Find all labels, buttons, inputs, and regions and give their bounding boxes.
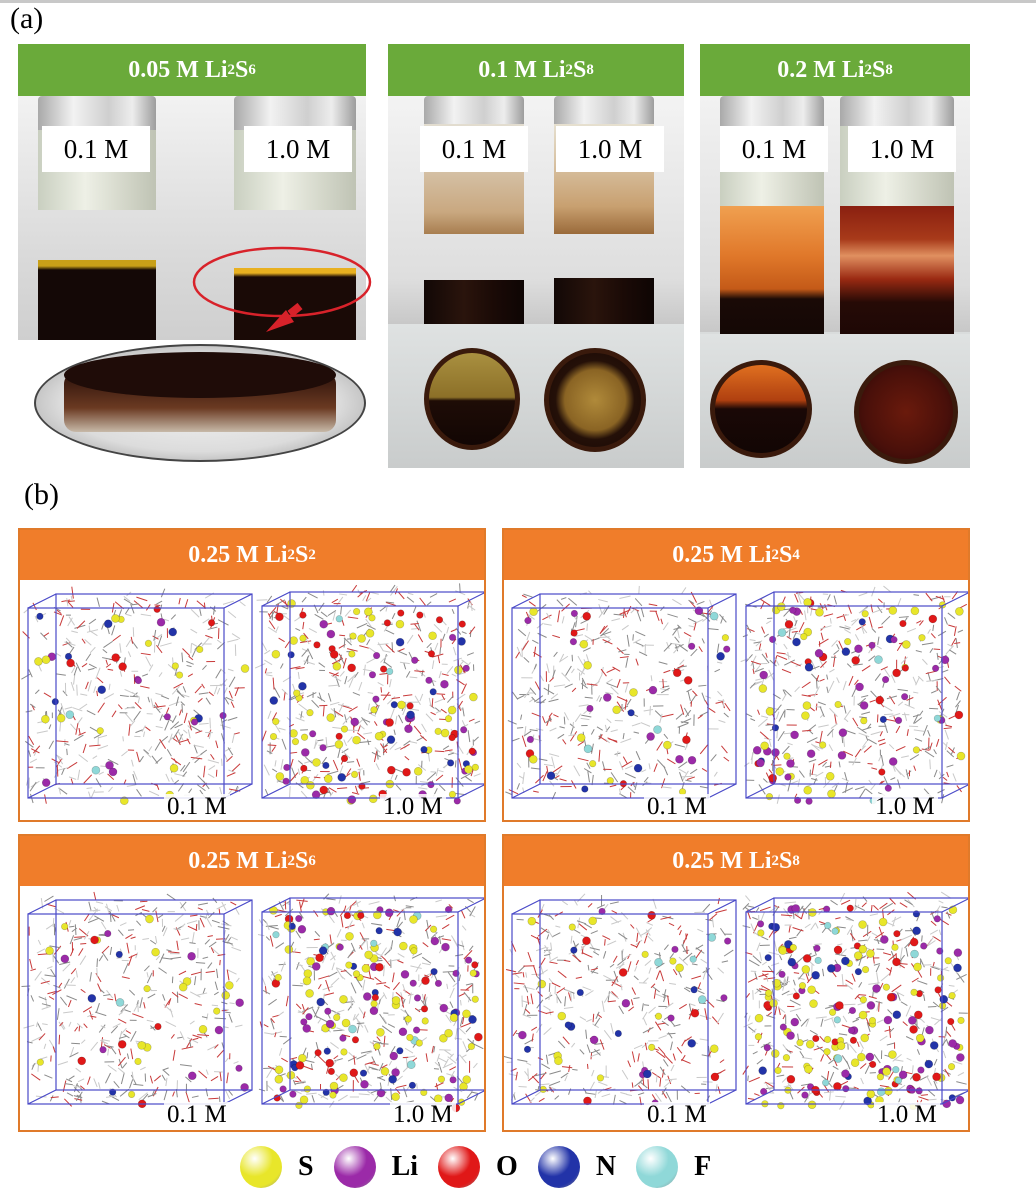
group-title: 0.2 M Li 2 S 8 [700, 44, 970, 96]
vial-bottom-photo [544, 348, 646, 452]
nitrogen-ball-icon [537, 1146, 580, 1188]
fluorine-ball-icon [636, 1146, 679, 1188]
concentration-label: 1.0 M [390, 1102, 456, 1127]
panel-title: 0.25 M Li 2 S 2 [20, 530, 484, 580]
simulation-panel-li2s4: 0.25 M Li 2 S 4 0.1 M 1.0 M [502, 528, 970, 822]
concentration-label: 1.0 M [556, 126, 664, 172]
panel-title: 0.25 M Li 2 S 4 [504, 530, 968, 580]
panel-title: 0.25 M Li 2 S 6 [20, 836, 484, 886]
md-snapshot-pair [21, 891, 484, 1113]
legend-item: N [537, 1146, 616, 1188]
vial-bottom-closeup-photo [34, 344, 366, 462]
concentration-label: 0.1 M [164, 1102, 230, 1127]
group-title: 0.05 M Li 2 S 6 [18, 44, 366, 96]
photo-panel-li2s8-high: 0.2 M Li 2 S 8 0.1 M 1.0 M [700, 44, 970, 468]
top-rule [0, 0, 1036, 3]
legend-item: Li [333, 1146, 418, 1188]
concentration-label: 0.1 M [720, 126, 828, 172]
md-snapshot-pair [505, 585, 968, 805]
concentration-label: 0.1 M [42, 126, 150, 172]
panel-b-letter: (b) [24, 478, 59, 511]
md-snapshot-pair [504, 891, 968, 1111]
concentration-label: 0.1 M [644, 1102, 710, 1127]
simulation-panel-li2s6: 0.25 M Li 2 S 6 0.1 M 1.0 M [18, 834, 486, 1132]
sulfur-ball-icon [240, 1146, 282, 1188]
photo-panel-li2s8-low: 0.1 M Li 2 S 8 0.1 M 1.0 M [388, 44, 684, 468]
concentration-label: 1.0 M [874, 1102, 940, 1127]
md-snapshot-pair [21, 583, 484, 806]
concentration-label: 1.0 M [872, 794, 938, 819]
legend-item: S [240, 1146, 314, 1188]
photo-panel-li2s6: 0.05 M Li 2 S 6 0.1 M 1.0 M [18, 44, 366, 340]
vial-bottom-photo [854, 360, 958, 464]
panel-a-letter: (a) [10, 2, 44, 35]
vial-bottom-photo [424, 348, 520, 450]
concentration-label: 1.0 M [848, 126, 956, 172]
vial-bottom-photo [710, 360, 812, 458]
simulation-panel-li2s2: 0.25 M Li 2 S 2 0.1 M 1.0 M [18, 528, 486, 822]
legend-item: F [636, 1146, 711, 1188]
concentration-label: 1.0 M [244, 126, 352, 172]
panel-title: 0.25 M Li 2 S 8 [504, 836, 968, 886]
legend-item: O [438, 1146, 518, 1188]
highlight-annotation [192, 246, 372, 332]
oxygen-ball-icon [438, 1146, 481, 1188]
simulation-panel-li2s8: 0.25 M Li 2 S 8 0.1 M 1.0 M [502, 834, 970, 1132]
lithium-ball-icon [333, 1146, 376, 1188]
concentration-label: 0.1 M [644, 794, 710, 819]
group-title: 0.1 M Li 2 S 8 [388, 44, 684, 96]
concentration-label: 0.1 M [164, 794, 230, 819]
concentration-label: 0.1 M [420, 126, 528, 172]
concentration-label: 1.0 M [380, 794, 446, 819]
atom-legend: S Li O N F [240, 1145, 731, 1189]
